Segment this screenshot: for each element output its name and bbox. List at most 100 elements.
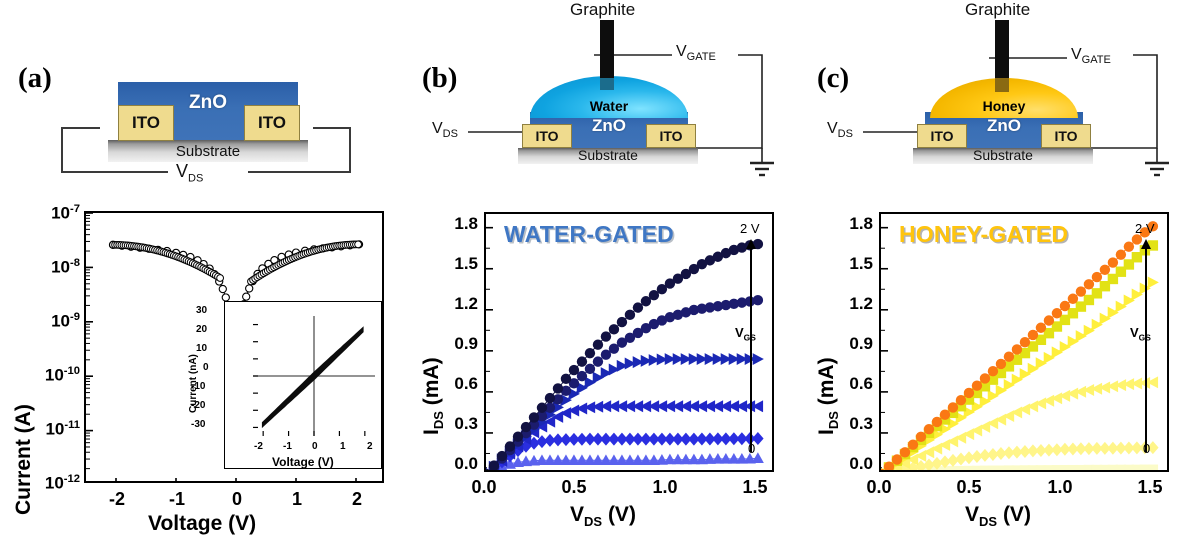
panel-b-xtick-1: 0.5 <box>561 477 587 497</box>
panel-b-vgs-arrow-head <box>746 239 756 249</box>
panel-a-letter: (a) <box>18 62 52 94</box>
panel-a-ytick-0: 10-7 <box>12 203 80 224</box>
panel-a-inset-ytick-m20: -20 <box>191 400 206 411</box>
vds-label-a-sub: DS <box>188 172 204 185</box>
panel-b-plot: IDS (mA) 1.8 1.5 1.2 0.9 0.6 0.3 0.0 WAT… <box>410 185 805 542</box>
panel-a-ytick-1: 10-8 <box>12 257 80 278</box>
panel-a-ytick-1-mantissa: 10 <box>51 257 71 277</box>
panel-a-inset-ytick-0: 0 <box>203 362 209 373</box>
graphite-tip-c <box>995 78 1009 92</box>
substrate-layer-b <box>518 148 698 164</box>
panel-b-xlabel: VDS (V) <box>570 503 636 529</box>
panel-a-ytick-2: 10-9 <box>7 311 80 332</box>
panel-c-ytick-0.0: 0.0 <box>849 454 873 473</box>
panel-c-xtick-0: 0.0 <box>866 477 892 497</box>
ito-right-b: ITO <box>646 124 696 148</box>
panel-a-inset-ytick-m10: -10 <box>191 381 206 392</box>
panel-b-xlabel-main: V <box>570 503 585 526</box>
panel-a-ytick-5: 10-12 <box>7 473 80 494</box>
panel-a-inset-xlabel: Voltage (V) <box>272 455 334 469</box>
panel-b-xlabel-sub: DS <box>584 514 603 530</box>
series-0 <box>881 221 1159 470</box>
graphite-label-b: Graphite <box>570 0 636 19</box>
panel-b-ytick-1.5: 1.5 <box>454 254 478 273</box>
schematic-a-wires <box>61 127 351 173</box>
series-2 <box>488 353 764 470</box>
panel-c-annot-bottom: 0 <box>1143 441 1151 456</box>
zno-label-a: ZnO <box>189 92 227 113</box>
ito-right-label-a: ITO <box>257 113 287 132</box>
panel-c-ytick-0.6: 0.6 <box>849 374 873 393</box>
panel-a-ytick-2-exp: -9 <box>70 311 80 323</box>
substrate-label-a: Substrate <box>175 142 241 160</box>
panel-a-inset-ytick-m30: -30 <box>191 419 206 430</box>
panel-a-ytick-0-exp: -7 <box>70 203 80 215</box>
panel-a-ytick-2-mantissa: 10 <box>51 311 71 331</box>
panel-b-ytick-1.8: 1.8 <box>454 214 478 233</box>
vds-label-b: VDS <box>432 120 458 140</box>
panel-b-annot-top: 2 V <box>740 221 760 236</box>
panel-c-ytick-0.9: 0.9 <box>849 334 873 353</box>
panel-c-annot-vgs: VGS <box>1130 325 1151 343</box>
zno-label-b: ZnO <box>592 116 626 135</box>
panel-a: (a) Substrate ZnO ITO ITO VDS <box>0 0 410 542</box>
panel-a-inset <box>224 301 382 469</box>
panel-c-annot-vgs-main: V <box>1130 325 1139 340</box>
panel-c-ytick-0.3: 0.3 <box>849 414 873 433</box>
panel-a-inset-xtick-1: 1 <box>340 441 346 452</box>
panel-b-ytick-0.6: 0.6 <box>454 374 478 393</box>
substrate-layer-c <box>913 148 1093 164</box>
ito-right-a: ITO <box>244 105 300 141</box>
series-2 <box>883 276 1159 470</box>
panel-a-inset-xtick-0: 0 <box>312 441 318 452</box>
panel-a-axes <box>84 211 384 483</box>
ito-left-a: ITO <box>118 105 174 141</box>
panel-b-vgs-arrow-line <box>750 247 752 452</box>
panel-a-ytick-4: 10-11 <box>7 419 80 440</box>
panel-a-xtick-4: 2 <box>351 489 362 509</box>
ito-left-label-a: ITO <box>131 113 161 132</box>
vds-label-a-text: V <box>176 161 189 181</box>
panel-a-ytick-4-mantissa: 10 <box>45 419 65 439</box>
ito-left-label-c: ITO <box>930 128 954 144</box>
panel-a-inset-xtick-2: 2 <box>367 441 373 452</box>
panel-c-vgs-arrow-head <box>1141 239 1151 249</box>
panel-a-xlabel: Voltage (V) <box>148 512 257 535</box>
vds-label-b-text: V <box>432 120 443 137</box>
panel-c-letter: (c) <box>817 62 850 94</box>
panel-a-inset-ytick-20: 20 <box>196 324 208 335</box>
graphite-tip-b <box>600 78 614 90</box>
substrate-layer-a <box>108 140 308 162</box>
panel-a-xtick-0: -2 <box>108 489 125 509</box>
panel-c-title: HONEY-GATED <box>899 221 1069 247</box>
panel-a-ytick-5-mantissa: 10 <box>44 473 64 493</box>
panel-b-canvas <box>486 226 764 470</box>
panel-c-xtick-2: 1.0 <box>1047 477 1073 497</box>
panel-a-inset-ytick-30: 30 <box>196 305 208 316</box>
panel-a-ytick-3: 10-10 <box>7 365 80 386</box>
panel-a-ytick-3-exp: -10 <box>63 365 80 377</box>
panel-a-xtick-1: -1 <box>168 489 185 509</box>
panel-a-ytick-4-exp: -11 <box>64 419 80 431</box>
panel-c-ytick-1.5: 1.5 <box>849 254 873 273</box>
ito-right-c: ITO <box>1041 124 1091 148</box>
panel-c-xtick-3: 1.5 <box>1137 477 1163 497</box>
panel-a-plot: Current (A) 10-7 10-8 10-9 10-10 10-11 1… <box>0 185 410 542</box>
panel-b-annot-vgs: VGS <box>735 325 756 343</box>
water-label: Water <box>589 98 629 114</box>
panel-a-ytick-3-mantissa: 10 <box>44 365 64 385</box>
panel-a-ytick-1-exp: -8 <box>70 257 80 269</box>
series-3 <box>882 376 1159 470</box>
vds-label-c-text: V <box>827 120 838 137</box>
panel-c-xlabel-sub: DS <box>979 514 998 530</box>
panel-a-inset-canvas <box>253 316 375 436</box>
ito-left-label-b: ITO <box>535 128 559 144</box>
vgate-label-b: VGATE <box>676 43 716 63</box>
panel-b-annot-vgs-sub: GS <box>743 332 756 343</box>
panel-b-ytick-0.3: 0.3 <box>454 414 478 433</box>
honey-label: Honey <box>982 98 1026 114</box>
panel-b-title: WATER-GATED <box>504 221 674 247</box>
panel-c-ytick-1.2: 1.2 <box>849 294 873 313</box>
panel-b-xlabel-unit: (V) <box>602 503 636 526</box>
vds-label-b-sub: DS <box>442 128 458 141</box>
